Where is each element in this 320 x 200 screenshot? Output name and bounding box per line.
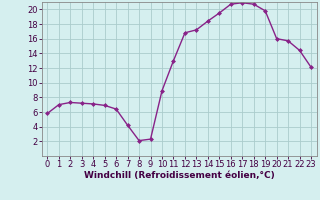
X-axis label: Windchill (Refroidissement éolien,°C): Windchill (Refroidissement éolien,°C) [84, 171, 275, 180]
